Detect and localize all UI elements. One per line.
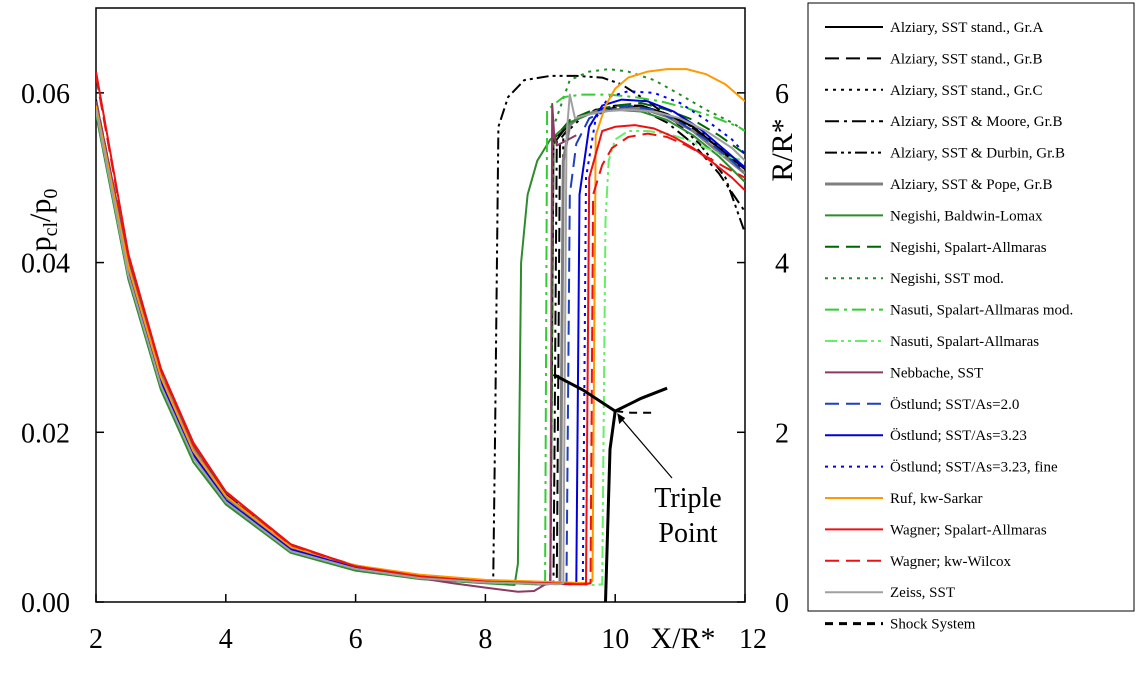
y-left-tick-label: 0.02 [21,418,70,449]
legend-box [807,2,1135,612]
annotation-group: Triple Point [617,413,722,549]
y-left-label-sub2: 0 [40,189,62,199]
x-tick-label: 2 [89,624,103,655]
shock-system-segment-0 [604,410,617,602]
series-line-18 [96,93,745,586]
series-line-4 [96,74,745,583]
legend-label-18: Zeiss, SST [890,585,955,601]
y-left-label-p: p [24,236,57,251]
y-left-label-mid: /p [24,199,57,222]
axes [95,7,746,603]
x-tick-label: 12 [739,624,767,655]
legend-label-7: Negishi, Spalart-Allmaras [890,240,1047,256]
series-line-11 [96,101,577,593]
legend-label-10: Nasuti, Spalart-Allmaras [890,334,1039,350]
shock-system-segment-1 [552,373,617,413]
legend-label-16: Wagner; Spalart-Allmaras [890,522,1047,538]
series-line-14 [96,90,745,586]
legend-label-2: Alziary, SST stand., Gr.C [890,83,1043,99]
legend-label-12: Östlund; SST/As=2.0 [890,396,1019,413]
y-right-axis-label: R/R* [766,118,799,181]
series-line-6 [96,108,745,586]
series-line-9 [96,93,745,586]
legend-label-8: Negishi, SST mod. [890,271,1004,287]
series-line-3 [96,101,745,585]
series-line-5 [96,102,745,586]
y-left-tick-label: 0.04 [21,249,70,280]
x-tick-label: 8 [478,624,492,655]
series-line-12 [96,104,745,586]
legend-label-1: Alziary, SST stand., Gr.B [890,51,1043,67]
legend-label-3: Alziary, SST & Moore, Gr.B [890,114,1063,130]
plot-frame [95,7,746,603]
legend-label-6: Negishi, Baldwin-Lomax [890,208,1043,224]
series-line-7 [96,102,745,586]
legend-label-11: Nebbache, SST [890,365,983,381]
series-line-0 [96,101,745,585]
x-tick-label: 6 [349,624,363,655]
series-line-2 [96,102,745,586]
legend-label-15: Ruf, kw-Sarkar [890,491,982,507]
legend-label-13: Östlund; SST/As=3.23 [890,427,1027,444]
series-line-15 [96,68,745,585]
x-axis-label: X/R* [650,622,715,655]
triple-point-arrow [617,414,673,479]
x-tick-label: 4 [219,624,233,655]
x-tick-label: 10 [601,624,629,655]
y-left-tick-label: 0.06 [21,79,70,110]
series-group [96,68,745,602]
series-line-1 [96,99,745,585]
ticks: 2 4 6 8 10 12X/R*0.000.020.040.060246pcl/p0R/… [21,79,799,655]
y-left-tick-label: 0.00 [21,588,70,619]
legend-label-17: Wagner; kw-Wilcox [890,554,1012,570]
legend-label-14: Östlund; SST/As=3.23, fine [890,459,1058,476]
y-left-axis-label: pcl/p0 [24,189,62,252]
series-line-8 [96,68,745,586]
legend-label-19: Shock System [890,617,976,633]
series-line-10 [96,109,745,586]
shock-system-segment-3 [615,410,655,414]
series-line-17 [96,75,745,586]
legend-label-0: Alziary, SST stand., Gr.A [890,20,1043,36]
y-right-tick-label: 0 [775,588,789,619]
legend-label-5: Alziary, SST & Pope, Gr.B [890,177,1053,193]
series-line-16 [96,71,745,586]
y-right-tick-label: 6 [775,79,789,110]
triple-point-label-line1: Triple [654,483,721,514]
y-right-tick-label: 4 [775,249,789,280]
triple-point-arrowhead [617,413,626,425]
y-right-tick-label: 2 [775,418,789,449]
series-line-13 [96,98,745,586]
legend-label-4: Alziary, SST & Durbin, Gr.B [890,146,1065,162]
legend: Alziary, SST stand., Gr.A Alziary, SST st… [807,2,1135,633]
y-left-label-sub1: cl [40,222,62,237]
triple-point-label-line2: Point [658,518,717,549]
shock-system-segment-2 [614,386,668,413]
legend-label-9: Nasuti, Spalart-Allmaras mod. [890,303,1073,319]
